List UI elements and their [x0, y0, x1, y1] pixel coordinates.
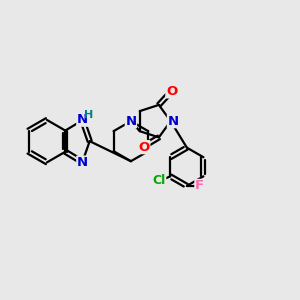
- Text: N: N: [167, 115, 178, 128]
- Text: N: N: [77, 113, 88, 126]
- Text: O: O: [139, 141, 150, 154]
- Text: F: F: [195, 179, 204, 192]
- Text: Cl: Cl: [152, 174, 166, 187]
- Text: N: N: [77, 156, 88, 169]
- Text: N: N: [125, 115, 136, 128]
- Text: H: H: [84, 110, 94, 120]
- Text: O: O: [166, 85, 177, 98]
